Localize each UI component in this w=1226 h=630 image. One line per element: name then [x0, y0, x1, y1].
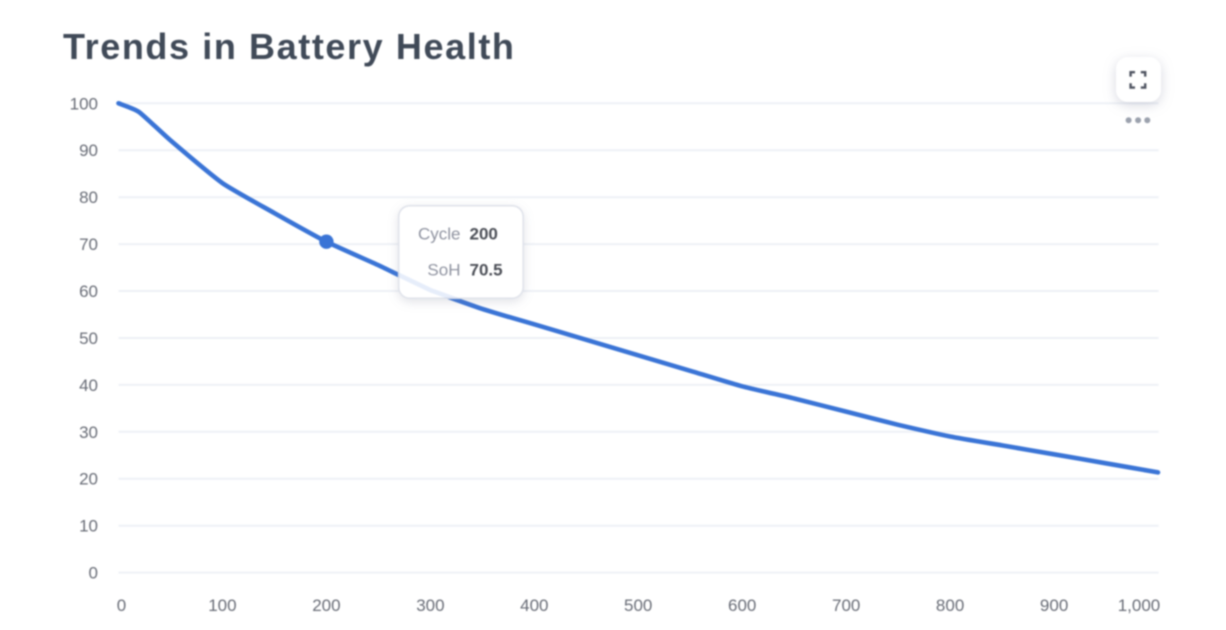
svg-text:30: 30 [79, 423, 98, 442]
svg-text:100: 100 [70, 94, 98, 113]
svg-text:600: 600 [728, 596, 756, 615]
svg-text:60: 60 [79, 282, 98, 301]
svg-text:0: 0 [89, 564, 98, 583]
svg-text:Cycle: Cycle [418, 225, 461, 244]
svg-text:Trends in Battery Health: Trends in Battery Health [63, 26, 516, 67]
svg-text:900: 900 [1040, 596, 1068, 615]
svg-text:50: 50 [79, 329, 98, 348]
svg-text:20: 20 [79, 470, 98, 489]
svg-text:SoH: SoH [427, 261, 460, 280]
svg-text:90: 90 [79, 141, 98, 160]
svg-text:40: 40 [79, 376, 98, 395]
svg-text:70: 70 [79, 235, 98, 254]
svg-text:1,000: 1,000 [1118, 596, 1161, 615]
svg-text:200: 200 [470, 225, 498, 244]
svg-text:80: 80 [79, 188, 98, 207]
svg-text:500: 500 [624, 596, 652, 615]
svg-text:0: 0 [117, 596, 126, 615]
svg-text:100: 100 [208, 596, 236, 615]
svg-text:400: 400 [520, 596, 548, 615]
svg-text:200: 200 [312, 596, 340, 615]
svg-text:300: 300 [416, 596, 444, 615]
svg-text:800: 800 [936, 596, 964, 615]
svg-text:70.5: 70.5 [470, 261, 503, 280]
svg-text:700: 700 [832, 596, 860, 615]
svg-text:10: 10 [79, 517, 98, 536]
